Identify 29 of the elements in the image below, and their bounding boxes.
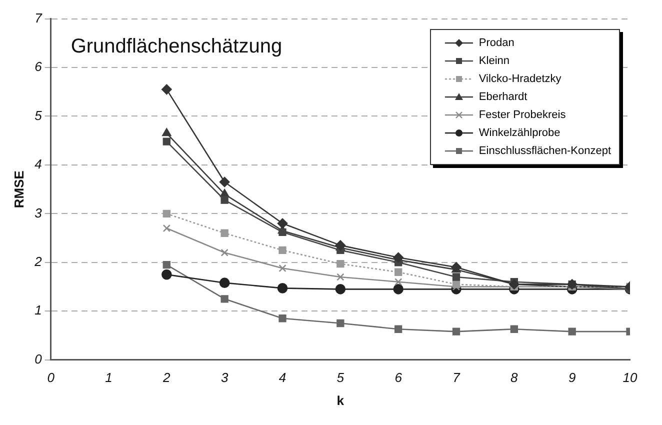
x-tick-label: 7 [452,370,461,386]
y-tick-label: 5 [34,108,43,123]
legend-label: Vilcko-Hradetzky [478,72,562,85]
x-tick-label: 1 [105,370,112,386]
legend-label: Prodan [478,36,514,49]
x-tick-label: 5 [336,370,345,386]
y-tick-label: 3 [34,205,43,220]
x-tick-label: 6 [394,370,403,386]
x-tick-label: 2 [162,370,172,386]
legend-label: Eberhardt [478,90,528,103]
y-tick-label: 2 [34,254,43,269]
legend-label: Winkelzählprobe [478,126,560,139]
y-tick-label: 1 [34,302,42,318]
legend-label: Einschlussflächen-Konzept [478,144,611,157]
x-tick-label: 9 [568,370,576,386]
y-tick-label: 7 [34,10,43,26]
text: Grundflächenschätzung [70,35,282,58]
x-tick-label: 4 [278,370,286,386]
legend-label: Fester Probekreis [478,108,566,121]
y-tick-label: 6 [34,59,43,74]
x-tick-label: 3 [220,370,229,386]
y-axis-title: RMSE [11,170,26,208]
x-tick-label: 0 [47,370,56,386]
x-tick-label: 10 [622,370,638,386]
x-axis-title: k [336,392,345,408]
y-tick-label: 4 [34,156,42,172]
y-tick-label: 0 [34,351,43,366]
legend-label: Kleinn [478,54,510,67]
x-tick-label: 8 [510,370,519,386]
